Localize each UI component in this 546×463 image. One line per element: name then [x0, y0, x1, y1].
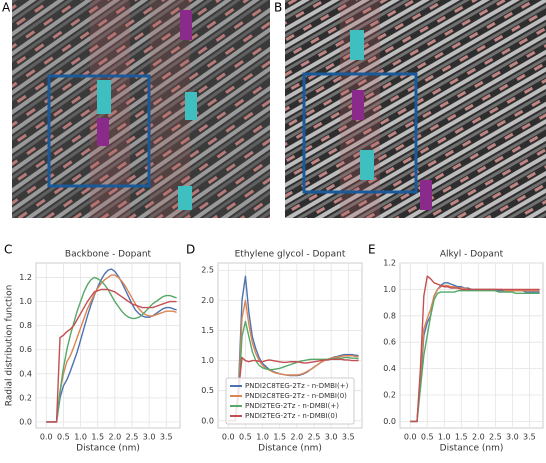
y-tick-label: 0.8 [383, 311, 396, 320]
panel-label: D [186, 243, 195, 257]
x-tick-label: 3.0 [506, 433, 519, 442]
y-tick-label: 0.6 [19, 345, 32, 354]
y-tick-label: 0.0 [383, 417, 396, 426]
x-tick-label: 3.5 [160, 433, 173, 442]
x-tick-label: 3.0 [143, 433, 156, 442]
y-tick-label: 1.2 [383, 259, 396, 268]
x-tick-label: 2.5 [126, 433, 139, 442]
panel-label: C [4, 243, 12, 257]
chart-title: Backbone - Dopant [65, 250, 152, 260]
series-line [228, 356, 359, 422]
legend-box [225, 377, 355, 425]
x-axis-label: Distance (nm) [440, 444, 504, 454]
y-tick-label: 1.2 [19, 273, 32, 282]
x-tick-label: 2.0 [108, 433, 121, 442]
series-line [46, 268, 177, 423]
x-tick-label: 0.0 [40, 433, 53, 442]
y-axis-label: Radial distribution function [5, 285, 15, 407]
y-tick-label: 0.0 [201, 416, 214, 425]
x-tick-label: 1.0 [438, 433, 451, 442]
panel-label: E [368, 243, 376, 257]
x-tick-label: 1.5 [455, 433, 468, 442]
x-tick-label: 2.0 [290, 433, 303, 442]
y-tick-label: 1.0 [19, 297, 32, 306]
legend-label: PNDI2TEG-2Tz - n-DMBI(+) [245, 402, 339, 410]
x-tick-label: 1.5 [91, 433, 104, 442]
y-tick-label: 0.2 [383, 391, 396, 400]
series-line [46, 274, 177, 423]
x-tick-label: 3.5 [342, 433, 355, 442]
x-tick-label: 2.0 [472, 433, 485, 442]
y-tick-label: 0.8 [19, 321, 32, 330]
x-tick-label: 1.5 [273, 433, 286, 442]
series-line [410, 290, 540, 423]
x-tick-label: 1.0 [74, 433, 87, 442]
series-line [46, 288, 177, 423]
x-tick-label: 3.5 [523, 433, 536, 442]
legend-label: PNDI2TEG-2Tz - n-DMBI(0) [245, 412, 338, 420]
x-tick-label: 2.5 [308, 433, 321, 442]
y-tick-label: 0.4 [19, 369, 32, 378]
panel-label: B [274, 1, 282, 15]
y-tick-label: 0.5 [201, 386, 214, 395]
series-line [228, 320, 359, 422]
x-tick-label: 3.0 [325, 433, 338, 442]
y-tick-label: 1.5 [201, 326, 214, 335]
x-axis-label: Distance (nm) [76, 444, 140, 454]
x-tick-label: 0.0 [222, 433, 235, 442]
x-tick-label: 0.5 [421, 433, 434, 442]
y-tick-label: 1.0 [201, 356, 214, 365]
y-tick-label: 2.0 [201, 296, 214, 305]
panel-label: A [2, 1, 11, 15]
series-line [228, 299, 359, 422]
y-tick-label: 0.6 [383, 338, 396, 347]
chart-title: Ethylene glycol - Dopant [235, 250, 346, 260]
x-tick-label: 0.0 [404, 433, 417, 442]
y-tick-label: 1.0 [383, 285, 396, 294]
legend-label: PNDI2C8TEG-2Tz - n-DMBI(+) [245, 382, 349, 390]
series-line [410, 275, 540, 423]
x-tick-label: 0.5 [239, 433, 252, 442]
x-tick-label: 2.5 [489, 433, 502, 442]
legend-label: PNDI2C8TEG-2Tz - n-DMBI(0) [245, 392, 347, 400]
chart-title: Alkyl - Dopant [440, 250, 504, 260]
image-b: B [274, 0, 546, 218]
y-tick-label: 2.5 [201, 266, 214, 275]
x-tick-label: 0.5 [57, 433, 70, 442]
x-tick-label: 1.0 [256, 433, 269, 442]
series-line [46, 276, 177, 423]
y-tick-label: 0.2 [19, 393, 32, 402]
image-a: A [2, 0, 270, 218]
y-tick-label: 0.0 [19, 417, 32, 426]
x-axis-label: Distance (nm) [258, 444, 322, 454]
y-tick-label: 0.4 [383, 364, 396, 373]
